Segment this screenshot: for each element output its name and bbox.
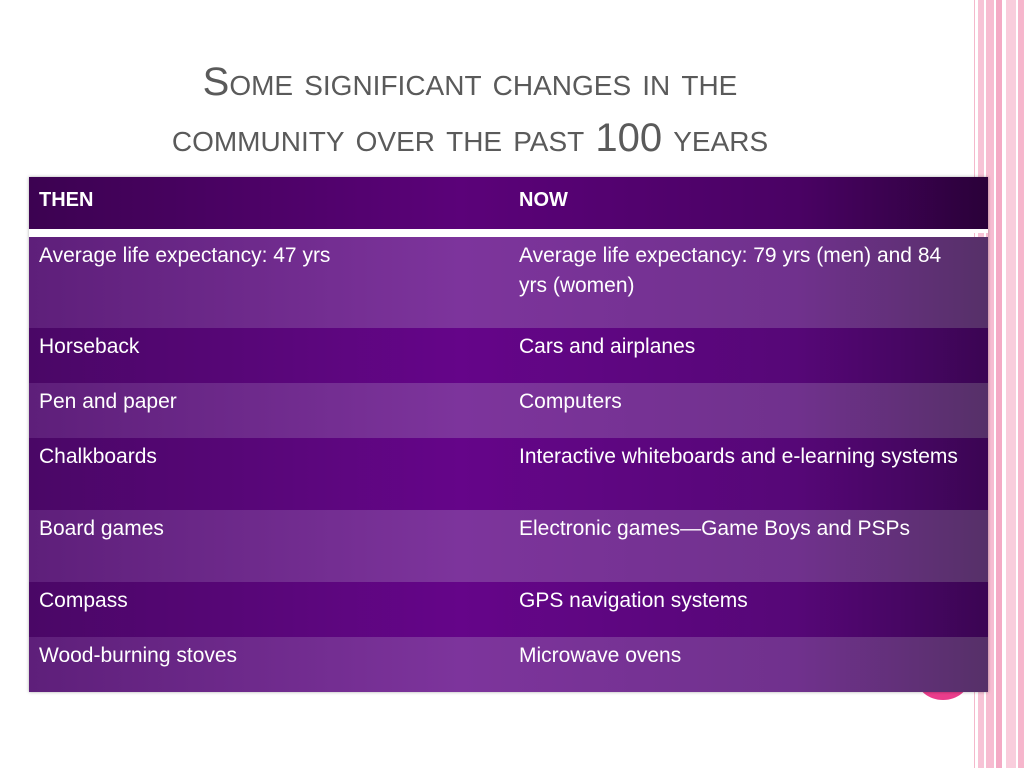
cell-then: Average life expectancy: 47 yrs xyxy=(39,244,331,267)
table-row: Board games Electronic games—Game Boys a… xyxy=(29,510,988,582)
comparison-table: THEN NOW Average life expectancy: 47 yrs… xyxy=(29,177,988,692)
stripe xyxy=(1018,0,1024,768)
cell-now: Interactive whiteboards and e-learning s… xyxy=(519,445,958,468)
table-row: Wood-burning stoves Microwave ovens xyxy=(29,637,988,692)
cell-now: Cars and airplanes xyxy=(519,335,696,358)
cell-then: Chalkboards xyxy=(39,445,157,468)
cell-then: Compass xyxy=(39,589,128,612)
stripe xyxy=(986,0,994,768)
table-row: Horseback Cars and airplanes xyxy=(29,328,988,383)
table-row: Compass GPS navigation systems xyxy=(29,582,988,637)
cell-now: Computers xyxy=(519,390,622,413)
title-line-2: community over the past 100 years xyxy=(171,116,769,160)
title-line-1: Some significant changes in the xyxy=(202,60,738,104)
header-now: NOW xyxy=(519,189,568,211)
cell-now: Average life expectancy: 79 yrs (men) an… xyxy=(519,244,942,297)
table-row: Pen and paper Computers xyxy=(29,383,988,438)
cell-then: Board games xyxy=(39,517,164,540)
table-header-row: THEN NOW xyxy=(29,177,988,233)
stripe xyxy=(1006,0,1016,768)
stripe xyxy=(996,0,1002,768)
table-row: Average life expectancy: 47 yrs Average … xyxy=(29,237,988,328)
cell-then: Horseback xyxy=(39,335,140,358)
cell-then: Wood-burning stoves xyxy=(39,644,238,667)
cell-then: Pen and paper xyxy=(39,390,177,413)
cell-now: Microwave ovens xyxy=(519,644,682,667)
table-row: Chalkboards Interactive whiteboards and … xyxy=(29,438,988,510)
slide-title: Some significant changes in the communit… xyxy=(60,54,880,166)
cell-now: Electronic games—Game Boys and PSPs xyxy=(519,517,911,540)
header-then: THEN xyxy=(39,189,94,211)
cell-now: GPS navigation systems xyxy=(519,589,748,612)
